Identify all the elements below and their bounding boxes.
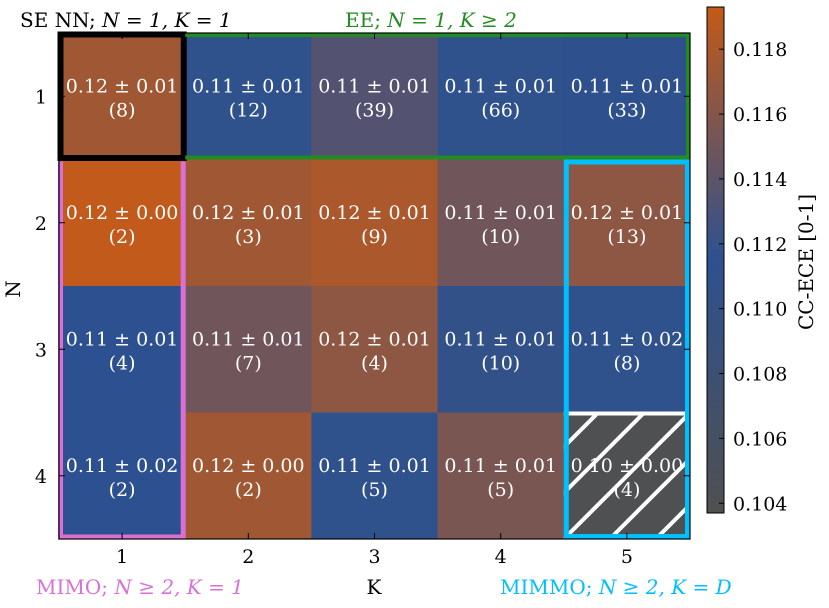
heatmap-cell	[185, 33, 312, 160]
annotation-se-nn: SE NN; N = 1, K = 1	[20, 8, 232, 32]
heatmap-cell	[311, 286, 439, 413]
x-tick-label: 4	[495, 546, 507, 568]
heatmap-cell	[563, 286, 691, 413]
heatmap-cell	[311, 159, 439, 287]
hatch-line	[654, 501, 690, 539]
x-tick-label: 3	[368, 546, 380, 568]
cell-value-label: 0.12 ± 0.01	[571, 202, 684, 224]
annotation-ee: EE; N = 1, K ≥ 2	[345, 8, 517, 32]
hatch-line	[563, 412, 646, 496]
axes: 1 2 3 4 5 1 2 3 4	[35, 32, 691, 568]
x-tick-label: 1	[116, 546, 128, 568]
hatch-lines	[563, 412, 690, 539]
heatmap-cell	[563, 159, 691, 287]
heatmap-cell	[563, 33, 691, 160]
colorbar-tick-label: 0.108	[733, 364, 787, 386]
cell-count-label: (33)	[607, 99, 646, 121]
colorbar-tick-label: 0.106	[733, 428, 787, 450]
heatmap-cell	[59, 412, 186, 540]
colorbar-tick-label: 0.114	[733, 169, 787, 191]
annotation-mimmo: MIMMO; N ≥ 2, K = D	[500, 575, 732, 599]
cell-count-label: (3)	[235, 226, 262, 248]
cell-value-label: 0.11 ± 0.02	[571, 328, 684, 350]
heatmap-cell	[185, 159, 312, 287]
cell-count-label: (2)	[109, 226, 136, 248]
cell-value-label: 0.12 ± 0.01	[318, 328, 431, 350]
cell-count-label: (12)	[229, 99, 268, 121]
cell-value-label: 0.11 ± 0.01	[444, 455, 557, 477]
cell-value-label: 0.10 ± 0.00	[571, 455, 684, 477]
heatmap-cell	[437, 286, 565, 413]
colorbar	[706, 6, 725, 514]
heatmap-cells	[59, 33, 691, 540]
heatmap-cell	[437, 159, 565, 287]
hatch-line	[563, 412, 690, 539]
heatmap-cell	[437, 412, 565, 540]
heatmap-cell	[185, 286, 312, 413]
cell-value-label: 0.11 ± 0.01	[444, 75, 557, 97]
colorbar-tick-label: 0.118	[733, 39, 787, 61]
x-tick-label: 5	[621, 546, 633, 568]
heatmap-cell	[311, 412, 439, 540]
cell-count-label: (7)	[235, 352, 262, 374]
cell-value-label: 0.12 ± 0.00	[66, 202, 179, 224]
colorbar-label: CC-ECE [0-1]	[794, 194, 818, 330]
cell-count-label: (8)	[109, 99, 136, 121]
cell-count-label: (5)	[487, 479, 514, 501]
cell-count-label: (2)	[109, 479, 136, 501]
y-tick-label: 3	[35, 339, 47, 361]
heatmap-cell	[437, 33, 565, 160]
cell-count-label: (39)	[355, 99, 394, 121]
cell-value-label: 0.11 ± 0.01	[444, 202, 557, 224]
y-tick-label: 4	[35, 466, 47, 488]
cell-value-label: 0.11 ± 0.02	[66, 455, 179, 477]
cell-labels: 0.12 ± 0.01(8)0.11 ± 0.01(12)0.11 ± 0.01…	[66, 75, 683, 501]
x-axis-label: K	[367, 575, 383, 599]
hatch-line	[608, 455, 690, 539]
cell-count-label: (4)	[109, 352, 136, 374]
heatmap-cell	[59, 33, 186, 160]
cell-value-label: 0.11 ± 0.01	[318, 455, 431, 477]
hatch-line	[563, 412, 600, 450]
cell-count-label: (9)	[361, 226, 388, 248]
heatmap-cell	[185, 412, 312, 540]
cell-value-label: 0.11 ± 0.01	[66, 328, 179, 350]
cell-value-label: 0.11 ± 0.01	[571, 75, 684, 97]
cell-count-label: (8)	[613, 352, 640, 374]
cell-count-label: (13)	[607, 226, 646, 248]
y-axis-label: N	[1, 280, 25, 298]
cell-value-label: 0.11 ± 0.01	[192, 75, 305, 97]
cell-value-label: 0.12 ± 0.01	[318, 202, 431, 224]
y-tick-label: 2	[35, 213, 47, 235]
cell-count-label: (4)	[361, 352, 388, 374]
cell-count-label: (2)	[235, 479, 262, 501]
hatch-overlay	[563, 411, 690, 539]
heatmap-cell	[311, 33, 439, 160]
colorbar-tick-label: 0.116	[733, 104, 787, 126]
heatmap-cell	[59, 159, 186, 287]
colorbar-tick-label: 0.112	[733, 234, 787, 256]
cell-value-label: 0.12 ± 0.01	[66, 75, 179, 97]
cell-count-label: (10)	[481, 352, 520, 374]
y-tick-label: 1	[35, 86, 47, 108]
colorbar-tick-label: 0.104	[733, 493, 787, 515]
cell-count-label: (5)	[361, 479, 388, 501]
cell-value-label: 0.11 ± 0.01	[318, 75, 431, 97]
colorbar-tick-label: 0.110	[733, 299, 787, 321]
cell-count-label: (10)	[481, 226, 520, 248]
heatmap-cell	[59, 286, 186, 413]
x-tick-label: 2	[242, 546, 254, 568]
colorbar-ticks: 0.104 0.106 0.108 0.110 0.112 0.114 0.116 0.118	[719, 39, 787, 515]
cell-value-label: 0.12 ± 0.00	[192, 455, 305, 477]
cell-value-label: 0.12 ± 0.01	[192, 202, 305, 224]
cell-count-label: (4)	[613, 479, 640, 501]
cell-count-label: (66)	[481, 99, 520, 121]
annotation-mimo: MIMO; N ≥ 2, K = 1	[36, 575, 244, 599]
cell-value-label: 0.11 ± 0.01	[444, 328, 557, 350]
cell-value-label: 0.11 ± 0.01	[192, 328, 305, 350]
